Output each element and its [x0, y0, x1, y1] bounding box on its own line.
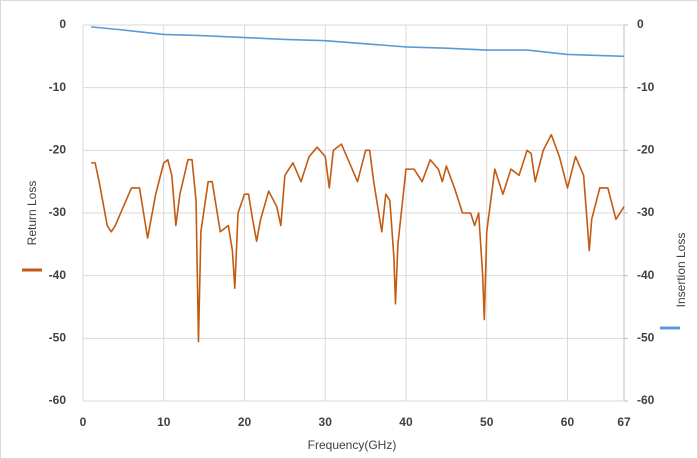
y2-tick-label: -40 [637, 268, 655, 282]
x-tick-label: 67 [617, 415, 631, 429]
y2-tick-label: -20 [637, 143, 655, 157]
x-axis-label: Frequency(GHz) [308, 438, 397, 452]
y-tick-label: -60 [49, 393, 67, 407]
y2-tick-label: 0 [637, 17, 644, 31]
legend-label: Return Loss [25, 181, 39, 246]
y2-tick-label: -60 [637, 393, 655, 407]
y-tick-label: -50 [49, 331, 67, 345]
series-line [91, 133, 625, 343]
y-tick-label: -30 [49, 205, 67, 219]
y-tick-label: -40 [49, 268, 67, 282]
y-tick-label: -10 [49, 80, 67, 94]
x-tick-label: 50 [480, 415, 494, 429]
y2-tick-label: -10 [637, 80, 655, 94]
y2-tick-label: -50 [637, 331, 655, 345]
x-tick-label: 30 [319, 415, 333, 429]
y-tick-label: 0 [59, 17, 66, 31]
x-tick-label: 40 [399, 415, 413, 429]
y-tick-label: -20 [49, 143, 67, 157]
x-tick-label: 60 [561, 415, 575, 429]
x-tick-label: 20 [238, 415, 252, 429]
x-tick-label: 10 [157, 415, 171, 429]
legend-label: Insertion Loss [674, 233, 688, 308]
x-tick-label: 0 [80, 415, 87, 429]
series-line [90, 26, 625, 58]
y2-tick-label: -30 [637, 205, 655, 219]
